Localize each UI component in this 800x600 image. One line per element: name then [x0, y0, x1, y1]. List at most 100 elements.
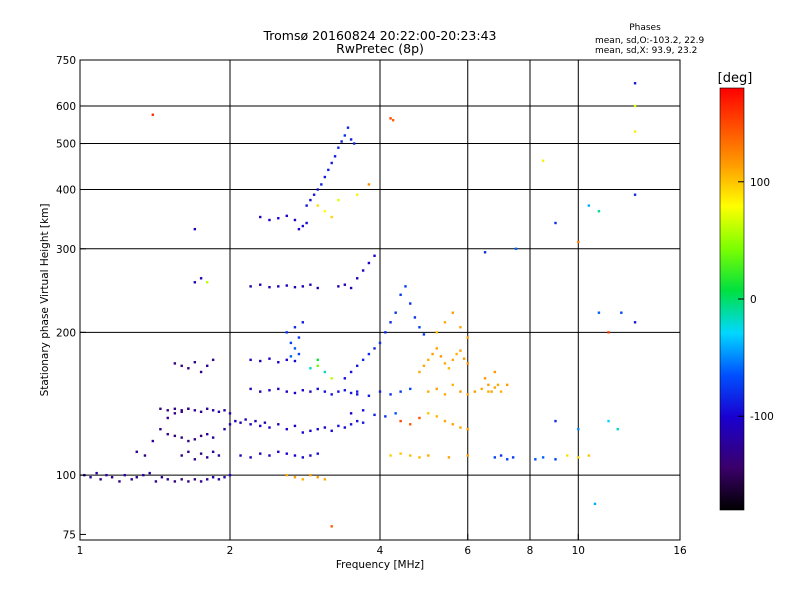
- data-point: [451, 311, 455, 314]
- data-point: [483, 251, 487, 254]
- data-point: [151, 439, 155, 443]
- data-point: [333, 155, 337, 158]
- data-point: [205, 456, 209, 459]
- data-point: [330, 377, 333, 380]
- data-point: [285, 427, 288, 431]
- data-point: [199, 452, 203, 455]
- data-point: [199, 434, 203, 438]
- data-point: [466, 393, 469, 396]
- x-tick-label: 1: [77, 545, 84, 557]
- data-point: [413, 316, 417, 319]
- data-point: [166, 416, 169, 420]
- data-point: [180, 364, 183, 368]
- data-point: [597, 311, 601, 314]
- data-point: [323, 478, 327, 481]
- data-point: [343, 426, 347, 429]
- data-point: [554, 221, 557, 225]
- data-point: [249, 387, 252, 391]
- data-point: [293, 218, 297, 222]
- data-point: [305, 221, 308, 225]
- data-point: [435, 387, 438, 391]
- data-point: [297, 227, 301, 231]
- data-point: [312, 193, 316, 196]
- data-point: [349, 138, 353, 141]
- data-point: [268, 389, 271, 392]
- data-point: [490, 390, 493, 393]
- data-point: [633, 321, 637, 324]
- data-point: [205, 364, 209, 368]
- data-point: [309, 283, 312, 286]
- y-tick-label: 400: [56, 185, 76, 197]
- x-axis-ticks: 1 2 4 6 8 10 16: [77, 534, 687, 557]
- data-point: [301, 431, 305, 434]
- data-point: [180, 409, 183, 412]
- data-point: [223, 409, 226, 412]
- data-point: [323, 175, 327, 179]
- data-point: [285, 390, 288, 393]
- data-point: [249, 285, 252, 288]
- data-point: [205, 281, 209, 284]
- data-point: [95, 471, 98, 475]
- data-point: [110, 476, 114, 479]
- data-point: [409, 387, 412, 391]
- data-point: [330, 525, 333, 528]
- data-point: [105, 473, 108, 477]
- data-point: [373, 254, 376, 257]
- data-point: [268, 218, 271, 222]
- data-point: [259, 424, 262, 428]
- data-point: [487, 383, 490, 387]
- data-point: [337, 285, 340, 288]
- data-point: [620, 311, 623, 314]
- data-point: [285, 214, 288, 218]
- data-point: [337, 390, 340, 393]
- data-point: [277, 217, 280, 220]
- data-point: [254, 419, 257, 423]
- colorbar-ticks: 100 0 -100: [738, 177, 774, 423]
- data-point: [285, 358, 288, 362]
- data-point: [316, 188, 319, 191]
- data-point: [587, 204, 591, 207]
- data-point: [180, 410, 183, 414]
- data-point: [493, 370, 497, 374]
- data-point: [340, 140, 343, 143]
- data-point: [343, 389, 347, 392]
- data-point: [534, 458, 537, 461]
- data-point: [330, 215, 333, 219]
- data-point: [142, 473, 145, 477]
- data-point: [327, 168, 330, 172]
- data-point: [409, 454, 412, 457]
- y-tick-label: 750: [56, 55, 76, 67]
- data-point: [337, 424, 340, 428]
- data-point: [289, 355, 293, 358]
- data-point: [259, 452, 262, 455]
- data-point: [180, 478, 183, 481]
- data-point: [259, 215, 262, 219]
- data-point: [389, 454, 392, 457]
- data-point: [173, 362, 177, 365]
- data-point: [447, 367, 451, 370]
- data-points: [83, 82, 637, 528]
- data-point: [505, 458, 509, 461]
- data-point: [285, 331, 288, 334]
- data-point: [173, 434, 177, 438]
- data-point: [268, 285, 271, 289]
- data-point: [355, 390, 359, 393]
- data-point: [193, 281, 197, 284]
- data-point: [418, 456, 421, 459]
- data-point: [343, 134, 347, 137]
- data-point: [409, 302, 412, 305]
- y-tick-label: 100: [56, 470, 76, 482]
- data-point: [493, 456, 497, 459]
- data-point: [187, 450, 190, 454]
- data-point: [323, 370, 327, 374]
- data-point: [259, 283, 262, 286]
- data-point: [239, 421, 242, 424]
- data-point: [199, 410, 203, 414]
- data-point: [301, 321, 305, 324]
- data-point: [268, 357, 271, 360]
- data-point: [180, 454, 183, 457]
- data-point: [309, 390, 312, 393]
- data-point: [89, 476, 92, 479]
- data-point: [418, 416, 421, 420]
